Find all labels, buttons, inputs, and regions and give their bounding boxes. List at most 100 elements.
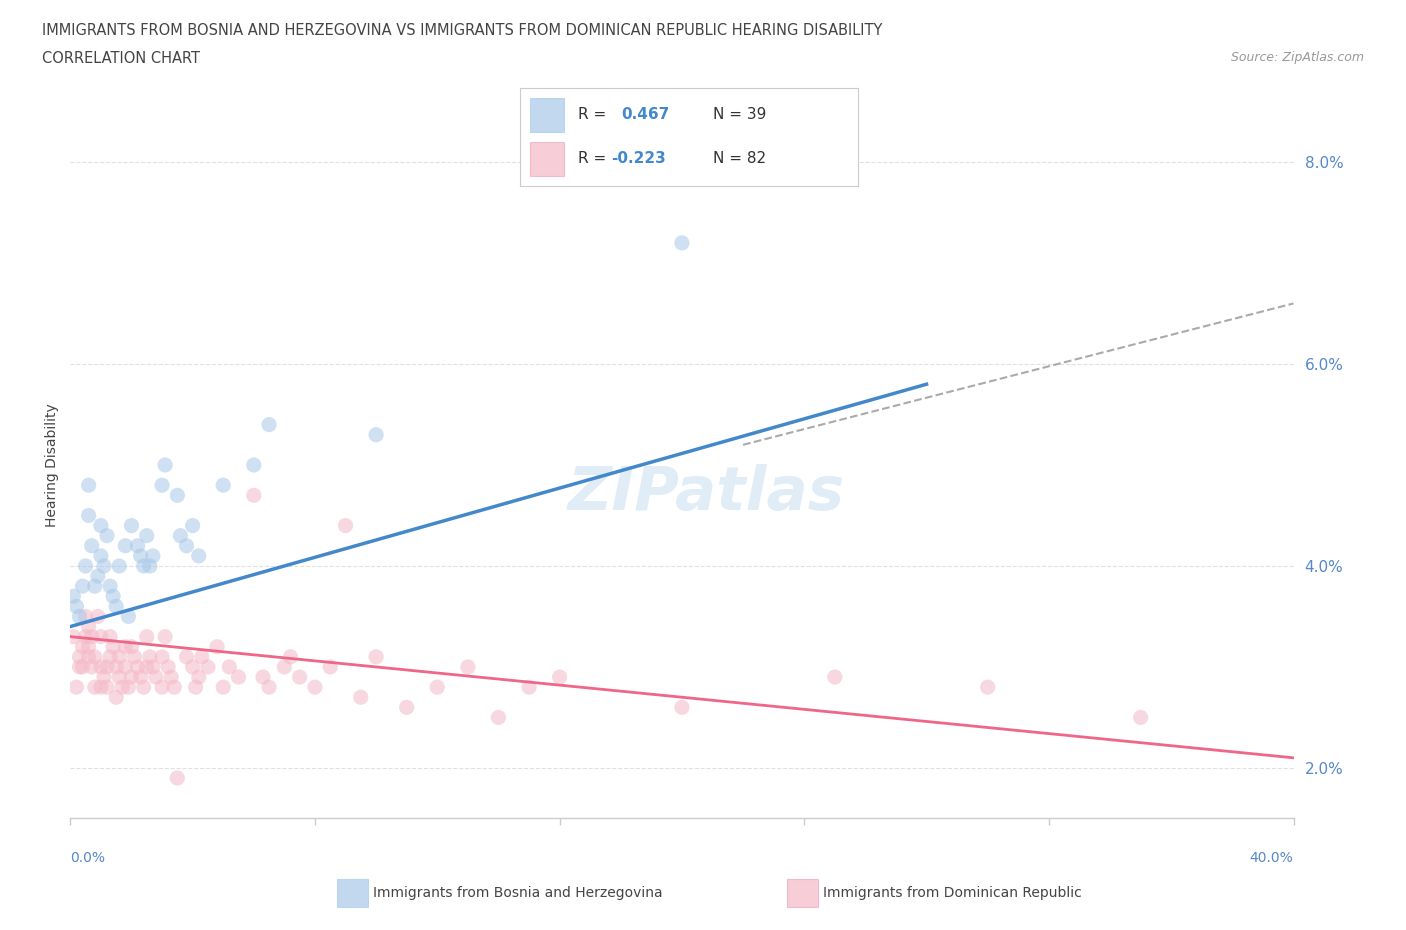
Point <box>124 649 146 664</box>
Point <box>75 609 97 624</box>
Point <box>77 639 100 654</box>
Point <box>101 589 124 604</box>
Point <box>135 659 157 674</box>
Point <box>181 518 204 533</box>
Point <box>77 649 100 664</box>
Point <box>197 659 219 674</box>
Point <box>114 538 136 553</box>
Text: 40.0%: 40.0% <box>1250 851 1294 865</box>
Point <box>212 478 235 493</box>
Point <box>121 639 143 654</box>
Point <box>127 659 149 674</box>
Point <box>65 680 87 695</box>
Text: R =: R = <box>578 107 616 122</box>
Point <box>366 649 388 664</box>
Point <box>243 458 266 472</box>
Point <box>117 680 139 695</box>
Point <box>395 700 418 715</box>
Point <box>96 528 118 543</box>
Point <box>153 630 176 644</box>
Text: R =: R = <box>578 152 610 166</box>
Point <box>117 609 139 624</box>
Point <box>191 649 214 664</box>
Point <box>280 649 302 664</box>
Text: ZIPatlas: ZIPatlas <box>568 464 845 523</box>
Point <box>153 458 176 472</box>
Point <box>96 659 118 674</box>
Point <box>98 578 121 593</box>
Point <box>426 680 449 695</box>
Y-axis label: Hearing Disability: Hearing Disability <box>45 403 59 527</box>
Point <box>273 659 295 674</box>
Point <box>228 670 250 684</box>
Point <box>90 680 112 695</box>
Point <box>976 680 998 695</box>
Point <box>150 478 173 493</box>
Point <box>145 670 167 684</box>
Point <box>75 630 97 644</box>
Point <box>80 659 103 674</box>
Point <box>517 680 540 695</box>
Point <box>166 771 188 786</box>
Point <box>129 549 152 564</box>
Point <box>335 518 357 533</box>
Point <box>252 670 274 684</box>
Point <box>101 639 124 654</box>
Point <box>163 680 186 695</box>
Point <box>366 427 388 442</box>
Point <box>105 659 128 674</box>
Text: -0.223: -0.223 <box>612 152 666 166</box>
Point <box>105 690 128 705</box>
Point <box>77 508 100 523</box>
Point <box>105 599 128 614</box>
Point <box>69 609 91 624</box>
Point <box>69 659 91 674</box>
Point <box>90 549 112 564</box>
Point <box>187 670 209 684</box>
Point <box>93 559 115 574</box>
Point <box>132 680 155 695</box>
Point <box>824 670 846 684</box>
Text: N = 82: N = 82 <box>713 152 766 166</box>
Point <box>77 478 100 493</box>
Point <box>671 235 693 250</box>
Point <box>75 559 97 574</box>
Text: Immigrants from Bosnia and Herzegovina: Immigrants from Bosnia and Herzegovina <box>373 885 662 900</box>
Point <box>142 659 165 674</box>
Point <box>150 680 173 695</box>
Point <box>181 659 204 674</box>
Point <box>87 568 110 583</box>
Point <box>90 518 112 533</box>
Point <box>169 528 191 543</box>
Point <box>150 649 173 664</box>
Point <box>111 680 134 695</box>
Point <box>108 559 131 574</box>
Point <box>135 630 157 644</box>
Point <box>1129 710 1152 724</box>
Point <box>205 639 228 654</box>
Point <box>83 578 105 593</box>
Point <box>108 649 131 664</box>
Point <box>127 538 149 553</box>
Point <box>93 670 115 684</box>
Point <box>98 630 121 644</box>
Point <box>129 670 152 684</box>
Text: N = 39: N = 39 <box>713 107 766 122</box>
Point <box>83 649 105 664</box>
Point <box>457 659 479 674</box>
Point <box>114 659 136 674</box>
Point <box>62 630 84 644</box>
Point <box>80 630 103 644</box>
Point <box>184 680 207 695</box>
Point <box>121 670 143 684</box>
Point <box>139 649 162 664</box>
Point <box>121 518 143 533</box>
Point <box>160 670 183 684</box>
Point <box>114 639 136 654</box>
Point <box>350 690 373 705</box>
Point <box>108 670 131 684</box>
Point <box>288 670 311 684</box>
Point <box>212 680 235 695</box>
Point <box>319 659 342 674</box>
Point <box>187 549 209 564</box>
